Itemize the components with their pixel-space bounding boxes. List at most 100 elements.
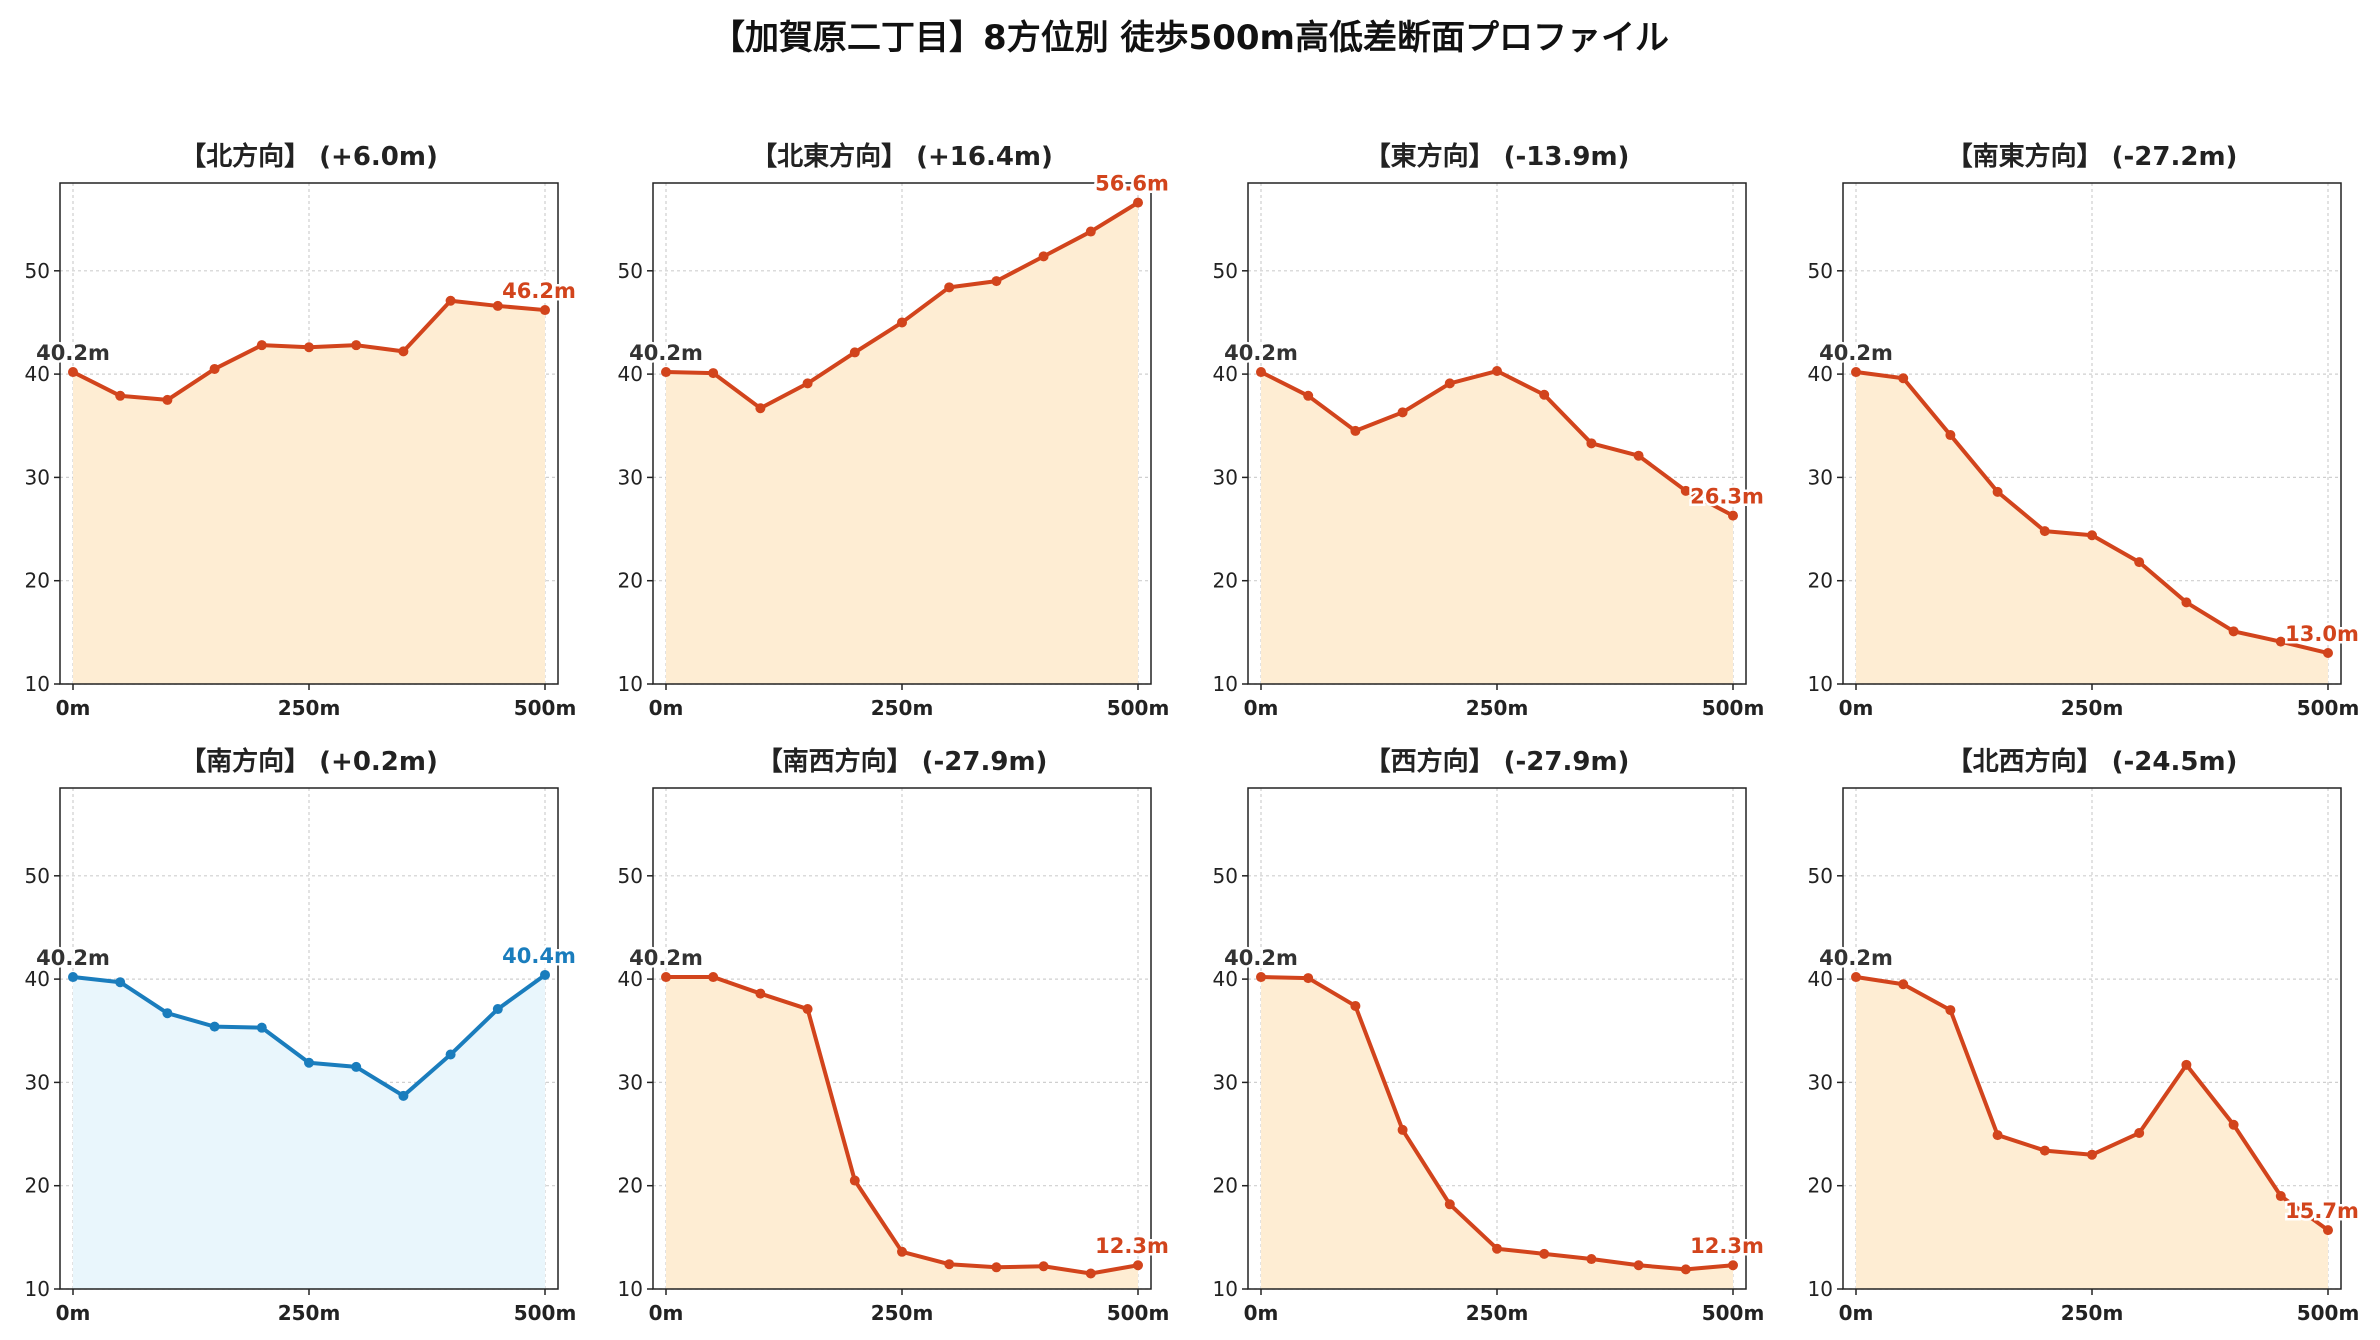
- data-point: [2181, 597, 2192, 608]
- x-tick-label: 500m: [1107, 696, 1170, 720]
- x-tick-label: 0m: [56, 1301, 91, 1325]
- data-point: [209, 1021, 220, 1032]
- start-value-label: 40.2m: [1819, 946, 1893, 970]
- y-tick-label: 10: [1213, 1277, 1238, 1301]
- y-tick-label: 40: [618, 362, 643, 386]
- page-title: 【加賀原二丁目】8方位別 徒歩500m高低差断面プロファイル: [711, 18, 1669, 58]
- data-point: [849, 347, 860, 358]
- data-point: [540, 305, 550, 316]
- chart-title: 【西方向】 (-27.9m): [1365, 746, 1630, 777]
- data-point: [2134, 1128, 2145, 1139]
- data-point: [802, 1004, 813, 1015]
- y-tick-label: 20: [618, 1174, 643, 1198]
- x-tick-label: 0m: [56, 696, 91, 720]
- area-fill: [1856, 372, 2328, 684]
- data-point: [2181, 1059, 2192, 1070]
- y-tick-label: 40: [1808, 967, 1833, 991]
- y-tick-label: 10: [618, 1277, 643, 1301]
- area-fill: [73, 300, 545, 684]
- start-value-label: 40.2m: [36, 341, 110, 365]
- y-tick-label: 30: [618, 465, 643, 489]
- data-point: [351, 340, 362, 351]
- data-point: [1303, 390, 1314, 401]
- y-tick-label: 20: [1213, 569, 1238, 593]
- data-point: [162, 1008, 173, 1019]
- start-value-label: 40.2m: [36, 946, 110, 970]
- data-point: [1680, 485, 1691, 496]
- data-point: [398, 346, 409, 357]
- data-point: [2228, 1119, 2239, 1130]
- start-value-label: 40.2m: [1224, 341, 1298, 365]
- y-tick-label: 30: [1213, 1070, 1238, 1094]
- x-tick-label: 250m: [1466, 1301, 1529, 1325]
- y-tick-label: 30: [1808, 1070, 1833, 1094]
- y-tick-label: 20: [618, 569, 643, 593]
- y-tick-label: 10: [25, 672, 50, 696]
- data-point: [1992, 486, 2003, 497]
- data-point: [1898, 373, 1909, 384]
- data-point: [2087, 1149, 2097, 1160]
- data-point: [708, 972, 719, 983]
- x-tick-label: 500m: [1702, 1301, 1765, 1325]
- data-point: [1397, 407, 1408, 418]
- data-point: [1851, 367, 1861, 378]
- y-tick-label: 50: [25, 259, 50, 283]
- data-point: [1586, 1254, 1597, 1265]
- data-point: [1945, 430, 1956, 441]
- end-value-label: 46.2m: [502, 279, 576, 303]
- y-tick-label: 40: [1808, 362, 1833, 386]
- y-tick-label: 10: [618, 672, 643, 696]
- data-point: [1539, 389, 1550, 400]
- data-point: [1038, 1261, 1049, 1272]
- y-tick-label: 50: [1808, 259, 1833, 283]
- end-value-label: 56.6m: [1095, 172, 1169, 196]
- data-point: [2039, 1145, 2050, 1156]
- data-point: [540, 969, 550, 980]
- data-point: [661, 367, 671, 378]
- x-tick-label: 500m: [1107, 1301, 1170, 1325]
- y-tick-label: 10: [1808, 672, 1833, 696]
- y-tick-label: 30: [1213, 465, 1238, 489]
- y-tick-label: 20: [1213, 1174, 1238, 1198]
- x-tick-label: 250m: [871, 1301, 934, 1325]
- y-tick-label: 50: [1808, 864, 1833, 888]
- y-tick-label: 40: [25, 362, 50, 386]
- data-point: [1350, 425, 1361, 436]
- y-tick-label: 30: [25, 1070, 50, 1094]
- area-fill: [1261, 977, 1733, 1289]
- data-point: [68, 972, 78, 983]
- area-fill: [666, 977, 1138, 1289]
- y-tick-label: 50: [1213, 864, 1238, 888]
- data-point: [2275, 636, 2286, 647]
- x-tick-label: 250m: [1466, 696, 1529, 720]
- chart-title: 【北西方向】 (-24.5m): [1947, 746, 2238, 777]
- x-tick-label: 500m: [514, 696, 577, 720]
- x-tick-label: 250m: [2061, 696, 2124, 720]
- data-point: [162, 394, 173, 405]
- data-point: [2275, 1191, 2286, 1202]
- y-tick-label: 50: [618, 864, 643, 888]
- data-point: [115, 390, 126, 401]
- start-value-label: 40.2m: [1224, 946, 1298, 970]
- y-tick-label: 20: [1808, 569, 1833, 593]
- end-value-label: 26.3m: [1690, 485, 1764, 509]
- data-point: [1038, 251, 1049, 262]
- x-tick-label: 250m: [278, 1301, 341, 1325]
- y-tick-label: 20: [1808, 1174, 1833, 1198]
- data-point: [897, 317, 907, 328]
- end-value-label: 13.0m: [2285, 622, 2359, 646]
- data-point: [1898, 979, 1909, 990]
- x-tick-label: 0m: [1244, 1301, 1279, 1325]
- x-tick-label: 500m: [514, 1301, 577, 1325]
- data-point: [1492, 366, 1502, 377]
- data-point: [492, 1004, 503, 1015]
- data-point: [755, 403, 766, 414]
- data-point: [1492, 1243, 1502, 1254]
